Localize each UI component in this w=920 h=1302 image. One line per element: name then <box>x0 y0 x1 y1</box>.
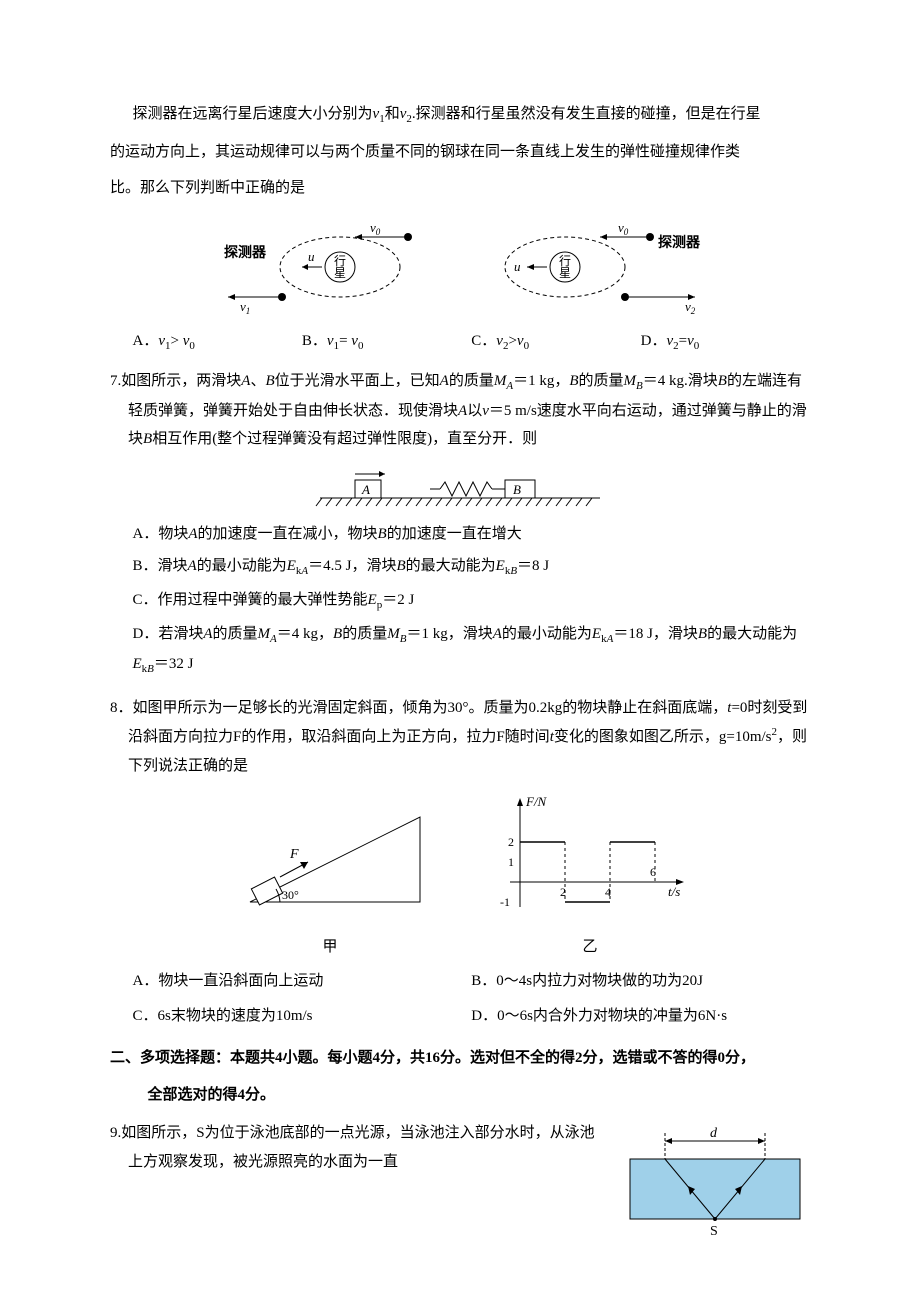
svg-text:星: 星 <box>559 266 571 280</box>
q7-opt-d[interactable]: D．若滑块A的质量MA＝4 kg，B的质量MB＝1 kg，滑块A的最小动能为Ek… <box>133 620 811 680</box>
svg-text:探测器: 探测器 <box>658 234 701 251</box>
q8-caption-left: 甲 <box>230 933 430 962</box>
svg-text:-1: -1 <box>500 895 510 909</box>
section2-line2: 全部选对的得4分。 <box>148 1081 811 1110</box>
svg-text:v2: v2 <box>685 299 696 316</box>
section2-line1: 二、多项选择题：本题共4小题。每小题4分，共16分。选对但不全的得2分，选错或不… <box>110 1044 810 1073</box>
q8-fig-left: F 30° <box>230 802 430 922</box>
probe-label-left: 探测器 <box>224 244 267 261</box>
svg-text:F: F <box>289 847 299 862</box>
q9-stem: 9.如图所示，S为位于泳池底部的一点光源，当泳池注入部分水时，从泳池上方观察发现… <box>128 1119 602 1176</box>
svg-text:A: A <box>361 482 370 497</box>
q9-figure: d S <box>620 1119 810 1239</box>
q8-stem: 8．如图甲所示为一足够长的光滑固定斜面，倾角为30°。质量为0.2kg的物块静止… <box>128 694 810 781</box>
svg-text:2: 2 <box>508 835 514 849</box>
q8-fig-right: F/N t/s 2 1 -1 2 4 6 <box>490 792 690 922</box>
svg-text:30°: 30° <box>282 888 299 902</box>
q8-caption-right: 乙 <box>490 933 690 962</box>
svg-text:t/s: t/s <box>668 884 680 899</box>
u-label-left: u <box>308 249 315 264</box>
svg-text:星: 星 <box>334 266 346 280</box>
q6-opt-b[interactable]: B．v1= v0 <box>302 327 471 357</box>
q6-figures: 行 星 u v0 探测器 v1 行 星 u v0 探测器 <box>110 217 810 317</box>
q8-opt-d[interactable]: D．0～6s内合外力对物块的冲量为6N·s <box>471 1002 810 1031</box>
svg-text:B: B <box>513 482 521 497</box>
svg-text:v0: v0 <box>618 220 629 237</box>
svg-text:v1: v1 <box>240 299 250 316</box>
q7-figure: A B <box>110 464 810 510</box>
q6-fig-left: 行 星 u v0 探测器 v1 <box>210 217 420 317</box>
svg-text:S: S <box>710 1224 718 1239</box>
q6-tail-2: 的运动方向上，其运动规律可以与两个质量不同的钢球在同一条直线上发生的弹性碰撞规律… <box>110 138 810 167</box>
q8-opt-c[interactable]: C．6s末物块的速度为10m/s <box>133 1002 472 1031</box>
q6-tail-1: 探测器在远离行星后速度大小分别为v1和v2.探测器和行星虽然没有发生直接的碰撞，… <box>110 100 810 130</box>
q6-fig-right: 行 星 u v0 探测器 v2 <box>490 217 710 317</box>
q8-options: A．物块一直沿斜面向上运动 B．0～4s内拉力对物块做的功为20J C．6s末物… <box>133 967 811 1030</box>
q7-opt-a[interactable]: A．物块A的加速度一直在减小，物块B的加速度一直在增大 <box>133 520 811 549</box>
q8-figures: F 30° 甲 F/N t/s 2 1 -1 2 4 6 <box>110 792 810 961</box>
q7-opt-c[interactable]: C．作用过程中弹簧的最大弹性势能Ep＝2 J <box>133 586 811 616</box>
q7-opt-b[interactable]: B．滑块A的最小动能为EkA＝4.5 J，滑块B的最大动能为EkB＝8 J <box>133 552 811 582</box>
svg-text:1: 1 <box>508 855 514 869</box>
q6-options: A．v1> v0 B．v1= v0 C．v2>v0 D．v2=v0 <box>133 327 811 357</box>
q7-stem: 7.如图所示，两滑块A、B位于光滑水平面上，已知A的质量MA＝1 kg，B的质量… <box>128 367 810 454</box>
q8-opt-a[interactable]: A．物块一直沿斜面向上运动 <box>133 967 472 996</box>
svg-text:u: u <box>514 259 521 274</box>
svg-text:v0: v0 <box>370 220 381 237</box>
q6-opt-d[interactable]: D．v2=v0 <box>641 327 810 357</box>
q6-opt-a[interactable]: A．v1> v0 <box>133 327 302 357</box>
q6-tail-3: 比。那么下列判断中正确的是 <box>110 174 810 203</box>
svg-text:F/N: F/N <box>525 794 548 809</box>
q8-opt-b[interactable]: B．0～4s内拉力对物块做的功为20J <box>471 967 810 996</box>
q6-opt-c[interactable]: C．v2>v0 <box>471 327 640 357</box>
svg-text:d: d <box>710 1126 718 1141</box>
